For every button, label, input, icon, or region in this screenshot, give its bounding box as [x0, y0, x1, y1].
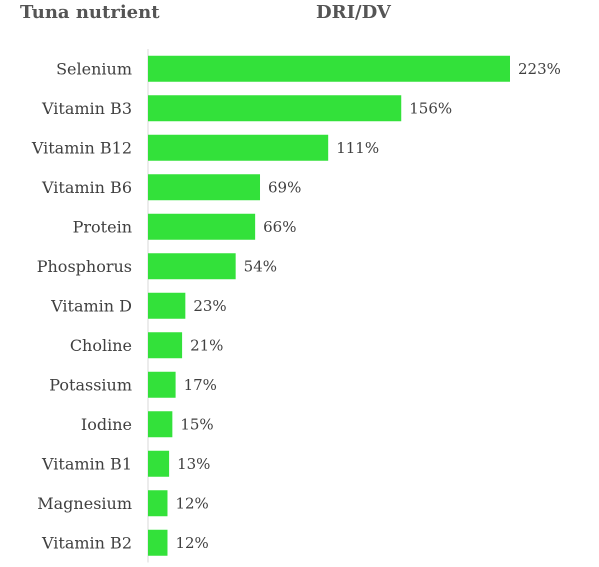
value-label: 17% — [184, 376, 217, 394]
value-label: 13% — [177, 455, 210, 473]
category-label: Vitamin B3 — [41, 99, 132, 118]
bar — [148, 371, 176, 398]
category-label: Selenium — [56, 59, 132, 78]
bar — [148, 95, 402, 122]
category-label: Vitamin B1 — [41, 454, 132, 473]
category-label: Choline — [70, 336, 132, 355]
bar — [148, 490, 168, 517]
category-label: Vitamin D — [50, 296, 132, 315]
dri-dv-column-header: DRI/DV — [316, 2, 391, 23]
bar — [148, 134, 329, 161]
value-label: 223% — [518, 60, 561, 78]
bar — [148, 253, 236, 280]
category-label: Iodine — [81, 415, 132, 434]
bar — [148, 411, 173, 438]
value-label: 66% — [263, 218, 296, 236]
bar — [148, 55, 510, 82]
bar — [148, 332, 183, 359]
category-label: Potassium — [49, 375, 132, 394]
bar — [148, 292, 186, 319]
value-label: 12% — [175, 494, 208, 512]
bar — [148, 174, 261, 201]
value-label: 156% — [409, 99, 452, 117]
value-label: 15% — [180, 415, 213, 433]
nutrient-column-header: Tuna nutrient — [20, 2, 160, 23]
category-label: Vitamin B12 — [31, 138, 132, 157]
value-label: 23% — [193, 297, 226, 315]
value-label: 54% — [244, 257, 277, 275]
category-label: Magnesium — [37, 494, 132, 513]
bar — [148, 529, 168, 556]
category-label: Phosphorus — [37, 257, 132, 276]
category-label: Vitamin B6 — [41, 178, 132, 197]
bar — [148, 450, 170, 477]
value-label: 111% — [336, 139, 379, 157]
bar — [148, 213, 256, 240]
category-label: Vitamin B2 — [41, 533, 132, 552]
category-label: Protein — [73, 217, 132, 236]
value-label: 21% — [190, 336, 223, 354]
value-label: 12% — [175, 534, 208, 552]
value-label: 69% — [268, 178, 301, 196]
